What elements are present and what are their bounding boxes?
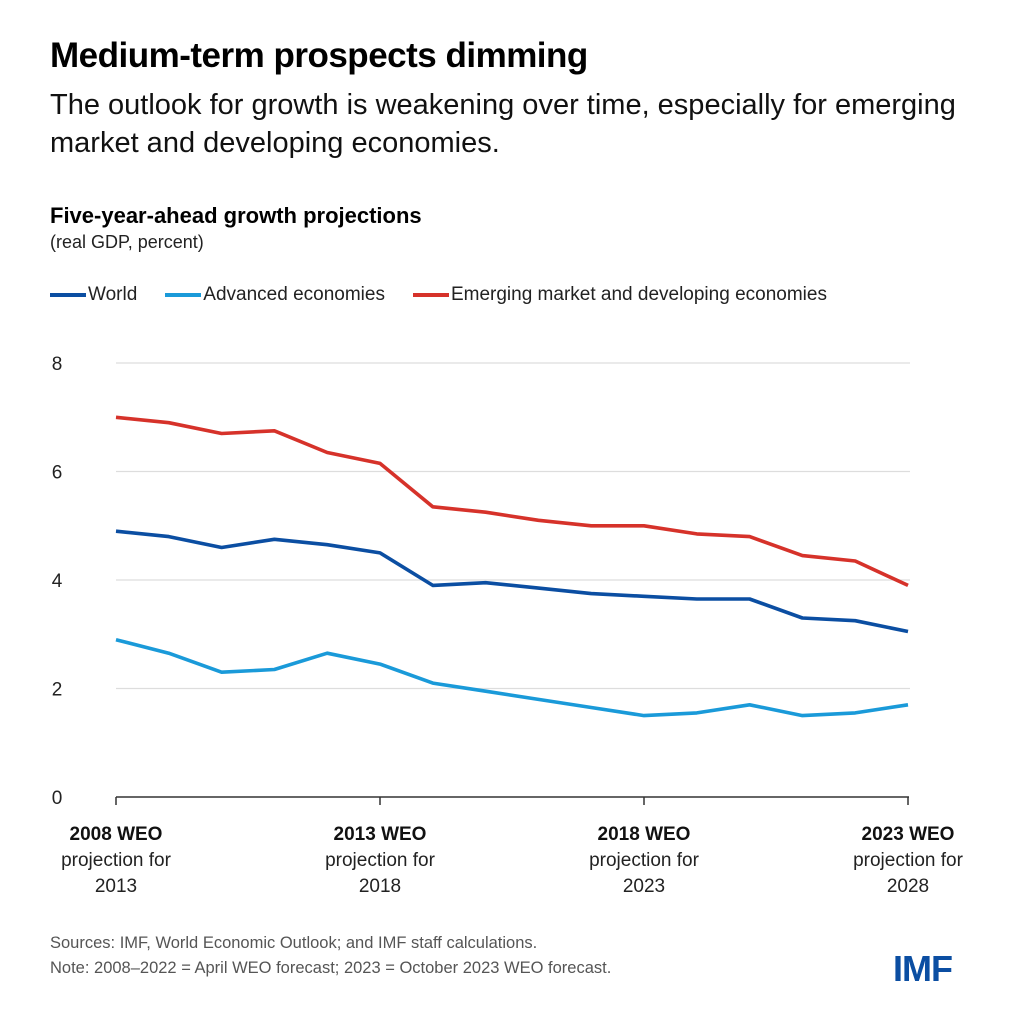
imf-logo: IMF: [893, 948, 953, 989]
footnote: Note: 2008–2022 = April WEO forecast; 20…: [50, 959, 612, 977]
page-title: Medium-term prospects dimming: [50, 36, 588, 75]
y-tick-label: 4: [52, 571, 63, 592]
x-tick-label: 2023 WEO projection for 2028: [853, 824, 964, 897]
x-axis: 2008 WEO projection for 2013 2013 WEO projec…: [61, 796, 964, 897]
series-lines: [115, 415, 909, 718]
legend-item-emde: Emerging market and developing economies: [412, 284, 827, 306]
x-tick-label: 2018 WEO projection for 2023: [589, 824, 700, 897]
gridlines: [116, 362, 910, 690]
legend-label-world: World: [88, 284, 138, 305]
sources-note: Sources: IMF, World Economic Outlook; an…: [50, 934, 538, 952]
y-tick-label: 6: [52, 463, 63, 484]
page-subtitle: The outlook for growth is weakening over…: [50, 89, 956, 159]
legend-label-emde: Emerging market and developing economies: [450, 284, 827, 305]
y-axis-ticks: 0 2 4 6 8: [52, 354, 63, 809]
legend-item-world: World: [50, 284, 137, 306]
legend: World Advanced economies Emerging market…: [50, 284, 855, 306]
y-tick-label: 8: [52, 354, 63, 375]
x-tick-label: 2013 WEO projection for 2018: [325, 824, 436, 897]
chart-subtitle: (real GDP, percent): [50, 232, 204, 252]
chart-title: Five-year-ahead growth projections: [50, 203, 422, 228]
legend-item-advanced: Advanced economies: [165, 284, 385, 306]
footer: Sources: IMF, World Economic Outlook; an…: [50, 931, 611, 981]
series-line-advanced-economies: [115, 637, 909, 718]
line-chart: 0 2 4 6 8 2008 WEO projection for 2013 2013 WEO…: [52, 354, 964, 897]
series-line-emde: [115, 415, 909, 588]
x-tick-label: 2008 WEO projection for 2013: [61, 824, 172, 897]
y-tick-label: 2: [52, 680, 63, 701]
legend-swatch-world: [50, 293, 86, 297]
y-tick-label: 0: [52, 788, 63, 809]
series-line-world: [115, 529, 909, 634]
legend-swatch-advanced: [165, 293, 202, 297]
legend-label-advanced: Advanced economies: [203, 284, 385, 305]
legend-swatch-emde: [412, 293, 449, 297]
